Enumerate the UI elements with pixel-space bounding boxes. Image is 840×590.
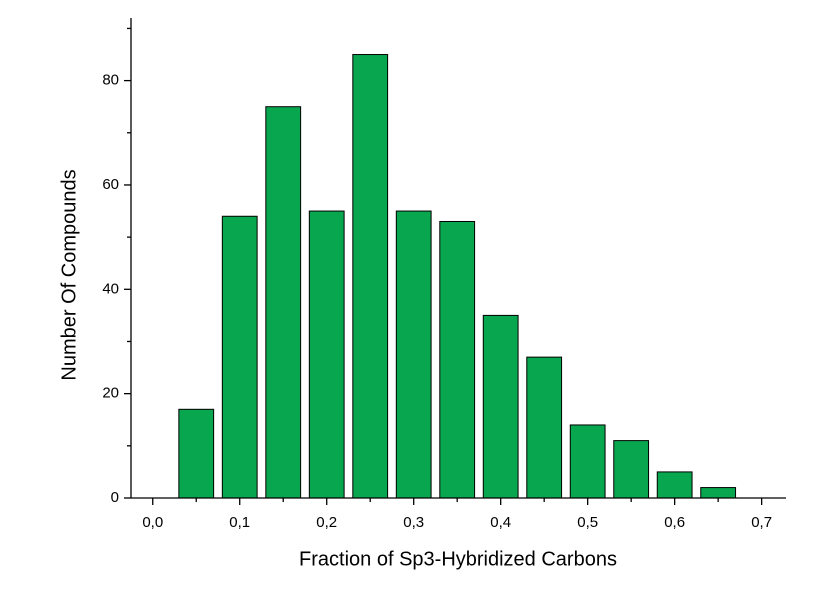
y-tick-label: 80 bbox=[102, 72, 119, 89]
bar bbox=[308, 210, 345, 499]
x-tick-label: 0,5 bbox=[577, 514, 598, 531]
bar bbox=[569, 424, 606, 499]
x-tick-label: 0,1 bbox=[229, 514, 250, 531]
bar bbox=[656, 471, 693, 499]
bar bbox=[265, 106, 302, 499]
bar bbox=[613, 440, 650, 499]
bar bbox=[700, 487, 737, 499]
y-axis-label: Number Of Compounds bbox=[58, 169, 80, 380]
bar bbox=[526, 356, 563, 499]
bar bbox=[395, 210, 432, 499]
bar bbox=[221, 215, 258, 499]
bar bbox=[178, 408, 215, 499]
y-tick-label: 20 bbox=[102, 385, 119, 402]
bar bbox=[439, 220, 476, 499]
x-tick-label: 0,4 bbox=[490, 514, 511, 531]
bar bbox=[352, 54, 389, 499]
y-tick-label: 0 bbox=[111, 489, 119, 506]
x-tick-label: 0,2 bbox=[316, 514, 337, 531]
y-tick-label: 40 bbox=[102, 280, 119, 297]
x-tick-label: 0,0 bbox=[142, 514, 163, 531]
x-axis-label: Fraction of Sp3-Hybridized Carbons bbox=[299, 548, 617, 570]
x-tick-label: 0,6 bbox=[664, 514, 685, 531]
x-tick-label: 0,3 bbox=[403, 514, 424, 531]
bar bbox=[482, 314, 519, 499]
y-tick-label: 60 bbox=[102, 176, 119, 193]
x-tick-label: 0,7 bbox=[751, 514, 772, 531]
